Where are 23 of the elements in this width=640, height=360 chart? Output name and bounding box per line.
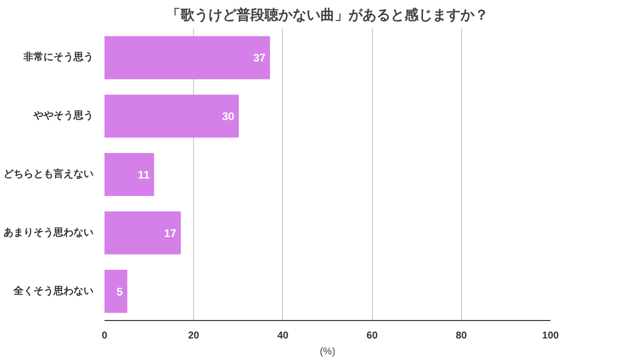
data-label: 37 [253, 52, 266, 65]
x-tick-label: 100 [542, 330, 560, 342]
bar [104, 94, 239, 138]
y-tick-label: 非常にそう思う [22, 51, 94, 64]
x-axis-title: (%) [320, 346, 336, 358]
data-label: 30 [222, 111, 234, 124]
data-label: 17 [164, 228, 176, 240]
x-tick-label: 80 [456, 330, 468, 342]
x-tick-label: 0 [102, 330, 108, 342]
bar [104, 211, 181, 254]
x-tick-label: 40 [277, 330, 289, 342]
y-tick-label: どちらとも言えない [4, 168, 94, 180]
data-label: 5 [116, 286, 123, 298]
y-tick-label: あまりそう思わない [4, 226, 94, 238]
x-tick-label: 20 [188, 330, 200, 342]
chart-title: 「歌うけど普段聴かない曲」があると感じますか？ [166, 6, 488, 24]
y-tick-label: ややそう思う [32, 110, 94, 122]
data-label: 11 [138, 170, 150, 182]
y-tick-label: 全くそう思わない [12, 284, 94, 297]
bar [104, 152, 154, 196]
bar [104, 36, 270, 80]
bar [104, 270, 128, 313]
x-tick-label: 60 [366, 330, 378, 342]
